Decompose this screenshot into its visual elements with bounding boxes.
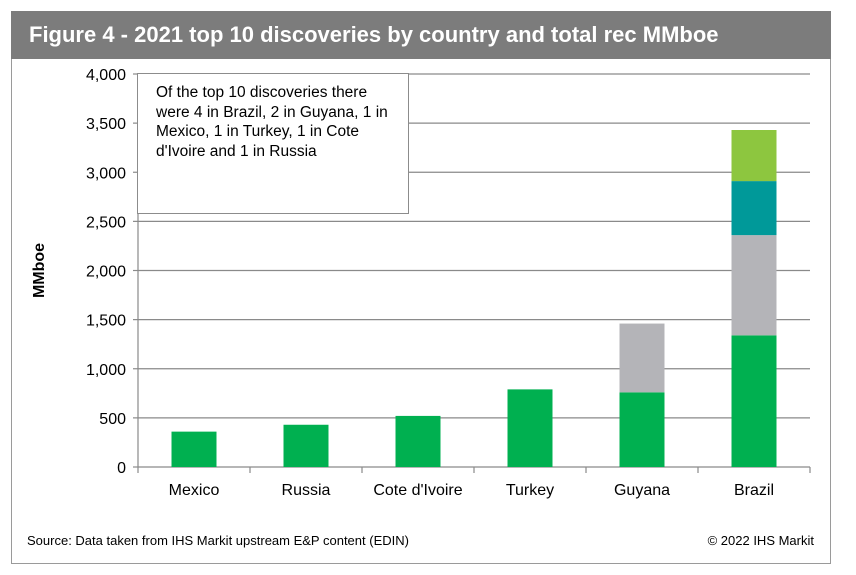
- bar-turkey-segment-1: [507, 389, 553, 467]
- bar-cote-d-ivoire-segment-1: [395, 415, 441, 467]
- bar-mexico-segment-1: [171, 431, 217, 467]
- bar-guyana-segment-1: [619, 392, 665, 467]
- y-axis-title: MMboe: [31, 243, 48, 298]
- y-tick-label: 3,000: [86, 165, 126, 182]
- x-tick-label: Mexico: [169, 482, 220, 499]
- y-tick-label: 4,000: [86, 67, 126, 84]
- bar-russia-segment-1: [283, 424, 329, 467]
- source-note: Source: Data taken from IHS Markit upstr…: [27, 533, 409, 548]
- bar-brazil-segment-3: [731, 181, 777, 236]
- bar-brazil-segment-2: [731, 235, 777, 336]
- y-tick-label: 2,500: [86, 214, 126, 231]
- bar-brazil-segment-1: [731, 335, 777, 467]
- x-tick-label: Turkey: [506, 482, 554, 499]
- y-tick-label: 1,500: [86, 313, 126, 330]
- x-tick-label: Russia: [282, 482, 331, 499]
- y-tick-label: 0: [117, 460, 126, 477]
- annotation-box: Of the top 10 discoveries there were 4 i…: [137, 73, 409, 214]
- bar-guyana-segment-2: [619, 323, 665, 393]
- chart-title: Figure 4 - 2021 top 10 discoveries by co…: [11, 11, 831, 59]
- copyright-note: © 2022 IHS Markit: [707, 533, 814, 548]
- x-tick-label: Guyana: [614, 482, 670, 499]
- y-tick-label: 2,000: [86, 264, 126, 281]
- x-tick-label: Brazil: [734, 482, 774, 499]
- x-tick-label: Cote d'Ivoire: [373, 482, 462, 499]
- y-tick-label: 1,000: [86, 362, 126, 379]
- y-tick-label: 3,500: [86, 116, 126, 133]
- y-tick-label: 500: [99, 411, 126, 428]
- bar-brazil-segment-4: [731, 130, 777, 182]
